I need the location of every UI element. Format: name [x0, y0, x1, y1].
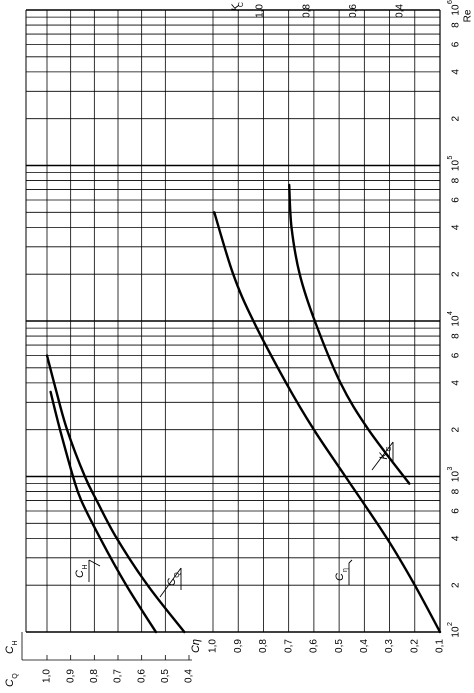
re-tick-label: 4	[451, 224, 462, 230]
cq-callout-leader	[159, 567, 182, 598]
ch-axis-label: C	[4, 646, 16, 654]
re-tick-label: 2	[451, 426, 462, 432]
re-tick-label: 6	[451, 41, 462, 47]
c-eta-tick-label: 0,7	[283, 639, 294, 653]
chq-tick-label: 0,9	[65, 669, 76, 683]
c-eta-tick-label: 0,9	[233, 639, 244, 653]
c-eta-callout-sub: η	[342, 568, 349, 572]
c-eta-tick-label: 0,4	[359, 639, 370, 653]
ch-callout-label: C	[74, 570, 86, 578]
chq-tick-label: 0,5	[160, 669, 171, 683]
re-tick-label: 10	[451, 160, 462, 172]
chq-tick-label: 0,8	[89, 669, 100, 683]
series-kc-line	[288, 183, 411, 485]
c-eta-tick-label: 0,3	[384, 639, 395, 653]
c-eta-axis-label: Cη	[190, 639, 202, 653]
series-ch-line	[49, 390, 158, 634]
re-tick-label: 4	[451, 69, 462, 75]
re-tick-exp: 4	[447, 311, 454, 315]
kc-callout-label: K	[378, 452, 390, 460]
ch-axis-sub: H	[12, 640, 19, 645]
curves	[45, 183, 442, 634]
c-eta-tick-label: 1,0	[208, 639, 219, 653]
re-tick-exp: 3	[447, 466, 454, 470]
re-tick-exp: 6	[447, 0, 454, 4]
re-tick-label: 10	[451, 4, 462, 16]
kc-callout-sub: C	[386, 446, 393, 451]
grid	[21, 9, 441, 661]
re-tick-label: 10	[451, 626, 462, 638]
chq-tick-label: 0,4	[184, 669, 195, 683]
kc-tick-label: 1,0	[255, 4, 266, 18]
cq-axis-label: C	[4, 679, 16, 687]
ch-callout-leader	[88, 559, 101, 567]
re-tick-label: 2	[451, 271, 462, 277]
re-tick-label: 2	[451, 115, 462, 121]
kc-axis-sub: C	[238, 2, 245, 7]
cq-axis-sub: Q	[12, 673, 19, 679]
kc-axis-label: K	[230, 3, 242, 11]
re-tick-exp: 2	[447, 622, 454, 626]
chq-tick-label: 0,6	[136, 669, 147, 683]
ch-callout-sub: H	[82, 564, 89, 569]
re-tick-label: 4	[451, 535, 462, 541]
series-cq-line	[45, 354, 186, 634]
c-eta-tick-label: 0,8	[258, 639, 269, 653]
re-tick-label: 6	[451, 352, 462, 358]
c-eta-callout-leader	[348, 559, 353, 564]
cq-callout-sub: Q	[174, 572, 181, 578]
re-tick-label: 4	[451, 380, 462, 386]
chq-tick-label: 0,7	[113, 669, 124, 683]
re-axis-label: Re	[463, 9, 474, 22]
re-tick-label: 6	[451, 508, 462, 514]
cq-callout-label: C	[166, 578, 178, 586]
c-eta-tick-label: 0,6	[309, 639, 320, 653]
re-tick-label: 8	[451, 177, 462, 183]
re-tick-label: 10	[451, 471, 462, 483]
re-tick-label: 8	[451, 22, 462, 28]
re-tick-label: 10	[451, 315, 462, 327]
c-eta-tick-label: 0,2	[409, 639, 420, 653]
series-c-eta-line	[213, 211, 442, 634]
c-eta-tick-label: 0,5	[334, 639, 345, 653]
kc-callout-leader	[371, 441, 394, 471]
kc-tick-label: 0,6	[348, 4, 359, 18]
c-eta-callout-label: C	[334, 573, 346, 581]
c-eta-tick-label: 0,1	[435, 639, 446, 653]
chq-tick-label: 1,0	[42, 669, 53, 683]
re-tick-label: 8	[451, 488, 462, 494]
re-tick-exp: 5	[447, 155, 454, 159]
re-tick-label: 8	[451, 333, 462, 339]
re-tick-label: 6	[451, 197, 462, 203]
re-tick-label: 2	[451, 582, 462, 588]
kc-tick-label: 0,8	[301, 4, 312, 18]
kc-tick-label: 0,4	[395, 4, 406, 18]
